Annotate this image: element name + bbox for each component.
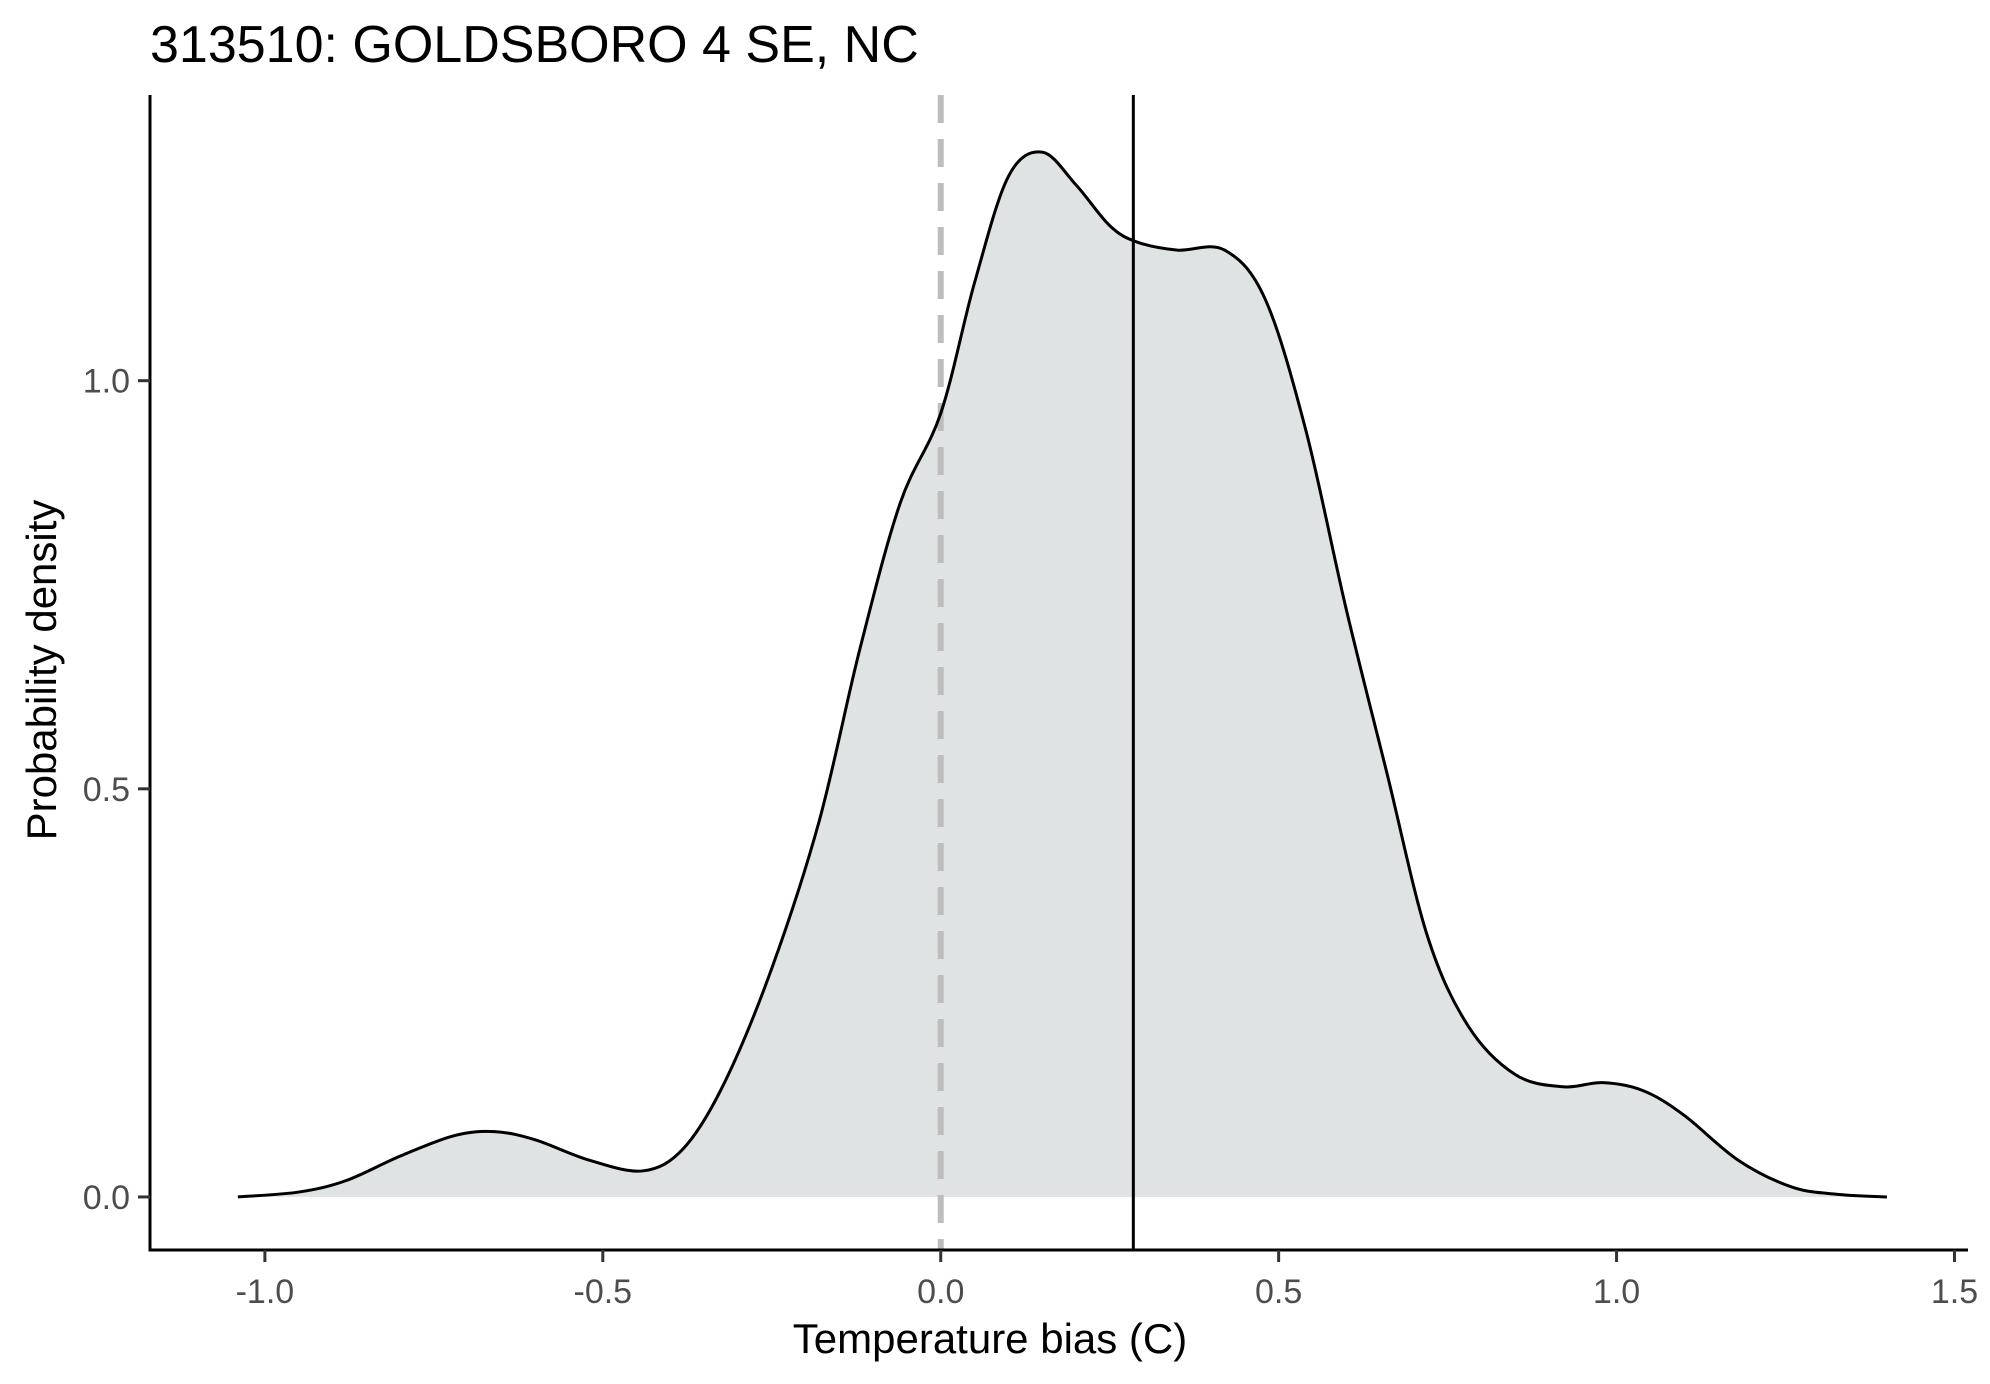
x-tick-label: -0.5	[574, 1273, 633, 1311]
x-tick-label: 1.0	[1593, 1273, 1640, 1311]
density-fill	[237, 151, 1887, 1197]
x-tick-label: 1.5	[1931, 1273, 1978, 1311]
y-tick-label: 1.0	[83, 363, 130, 401]
x-axis-title: Temperature bias (C)	[793, 1315, 1187, 1362]
axes: -1.0 -0.5 0.0 0.5 1.0 1.5 0.0 0.5 1.0	[83, 95, 1978, 1311]
density-curve	[237, 150, 1887, 1199]
x-tick-label: 0.0	[917, 1273, 964, 1311]
y-tick-label: 0.0	[83, 1179, 130, 1217]
plot-area	[237, 95, 1887, 1250]
x-tick-label: 0.5	[1255, 1273, 1302, 1311]
y-axis-title: Probability density	[18, 500, 65, 841]
y-tick-label: 0.5	[83, 771, 130, 809]
x-tick-label: -1.0	[236, 1273, 295, 1311]
chart-title: 313510: GOLDSBORO 4 SE, NC	[150, 16, 919, 74]
